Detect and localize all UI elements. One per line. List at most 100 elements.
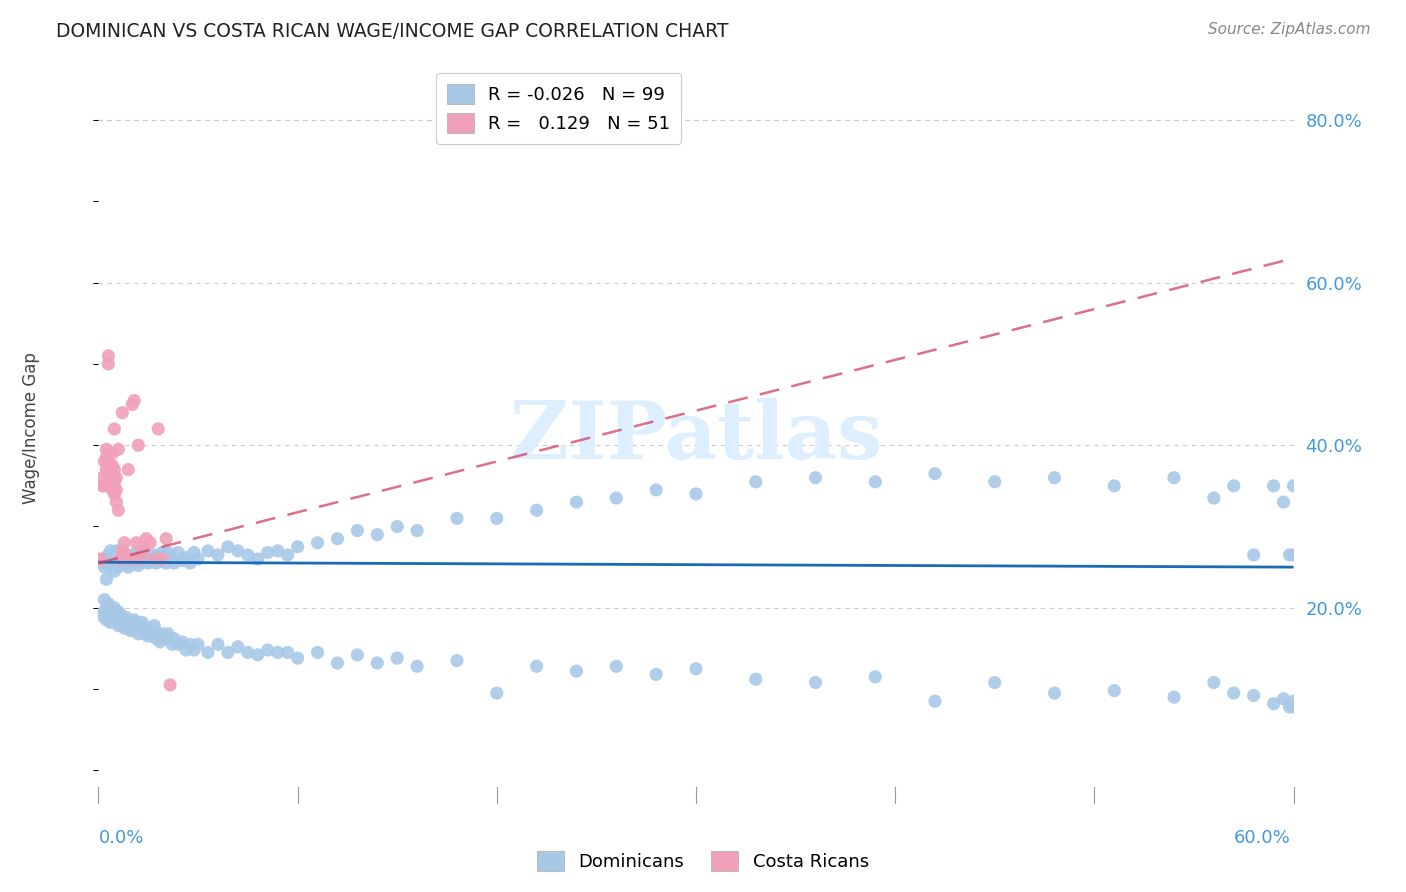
- Point: [115, 548, 138, 562]
- Point: [143, 552, 166, 566]
- Point: [685, 487, 707, 501]
- Point: [121, 398, 143, 412]
- Point: [110, 552, 132, 566]
- Point: [1243, 548, 1265, 562]
- Point: [136, 629, 159, 643]
- Point: [565, 495, 588, 509]
- Point: [135, 621, 157, 635]
- Point: [97, 467, 120, 481]
- Point: [105, 495, 128, 509]
- Point: [101, 548, 124, 562]
- Point: [157, 626, 180, 640]
- Point: [1278, 548, 1301, 562]
- Point: [256, 545, 278, 559]
- Point: [1222, 479, 1246, 493]
- Point: [96, 450, 118, 465]
- Point: [1263, 697, 1285, 711]
- Point: [1202, 675, 1225, 690]
- Point: [1263, 479, 1285, 493]
- Point: [103, 556, 125, 570]
- Point: [91, 608, 114, 623]
- Point: [120, 624, 142, 638]
- Point: [366, 656, 388, 670]
- Point: [406, 659, 429, 673]
- Point: [804, 675, 827, 690]
- Point: [93, 560, 115, 574]
- Point: [172, 635, 194, 649]
- Point: [1043, 686, 1066, 700]
- Point: [236, 645, 259, 659]
- Point: [103, 564, 125, 578]
- Point: [207, 637, 229, 651]
- Point: [103, 475, 125, 489]
- Point: [135, 545, 157, 559]
- Point: [120, 556, 142, 570]
- Point: [485, 686, 508, 700]
- Point: [277, 548, 299, 562]
- Point: [97, 548, 120, 562]
- Point: [107, 618, 129, 632]
- Point: [105, 552, 128, 566]
- Point: [111, 544, 134, 558]
- Point: [645, 667, 668, 681]
- Legend: R = -0.026   N = 99, R =   0.129   N = 51: R = -0.026 N = 99, R = 0.129 N = 51: [436, 73, 681, 144]
- Point: [1272, 691, 1295, 706]
- Point: [93, 605, 115, 619]
- Point: [645, 483, 668, 497]
- Point: [125, 535, 148, 549]
- Point: [1272, 495, 1295, 509]
- Point: [141, 550, 163, 565]
- Point: [101, 458, 124, 473]
- Point: [143, 618, 166, 632]
- Point: [103, 548, 125, 562]
- Point: [96, 556, 118, 570]
- Point: [745, 673, 768, 687]
- Point: [1243, 689, 1265, 703]
- Point: [107, 548, 129, 562]
- Point: [103, 422, 125, 436]
- Point: [167, 637, 190, 651]
- Point: [131, 544, 153, 558]
- Point: [93, 592, 115, 607]
- Point: [110, 607, 132, 622]
- Point: [115, 618, 138, 632]
- Text: Wage/Income Gap: Wage/Income Gap: [22, 352, 39, 504]
- Point: [141, 626, 163, 640]
- Point: [346, 524, 368, 538]
- Point: [131, 615, 153, 630]
- Point: [121, 618, 143, 632]
- Point: [924, 467, 946, 481]
- Text: 60.0%: 60.0%: [1234, 829, 1291, 847]
- Point: [145, 556, 167, 570]
- Point: [100, 475, 122, 489]
- Point: [97, 556, 120, 570]
- Point: [267, 645, 290, 659]
- Point: [1202, 491, 1225, 505]
- Point: [105, 615, 128, 630]
- Point: [111, 618, 134, 632]
- Point: [117, 560, 139, 574]
- Point: [105, 607, 128, 622]
- Point: [326, 656, 349, 670]
- Point: [134, 550, 156, 565]
- Point: [101, 613, 124, 627]
- Point: [172, 553, 194, 567]
- Point: [148, 422, 170, 436]
- Point: [135, 532, 157, 546]
- Point: [605, 659, 627, 673]
- Point: [145, 632, 167, 646]
- Point: [112, 553, 135, 567]
- Point: [187, 552, 209, 566]
- Point: [385, 519, 409, 533]
- Point: [100, 560, 122, 574]
- Point: [105, 544, 128, 558]
- Point: [96, 613, 118, 627]
- Point: [115, 548, 138, 562]
- Point: [131, 624, 153, 638]
- Point: [115, 610, 138, 624]
- Point: [1102, 683, 1125, 698]
- Point: [117, 552, 139, 566]
- Point: [183, 545, 205, 559]
- Point: [148, 626, 170, 640]
- Point: [107, 442, 129, 457]
